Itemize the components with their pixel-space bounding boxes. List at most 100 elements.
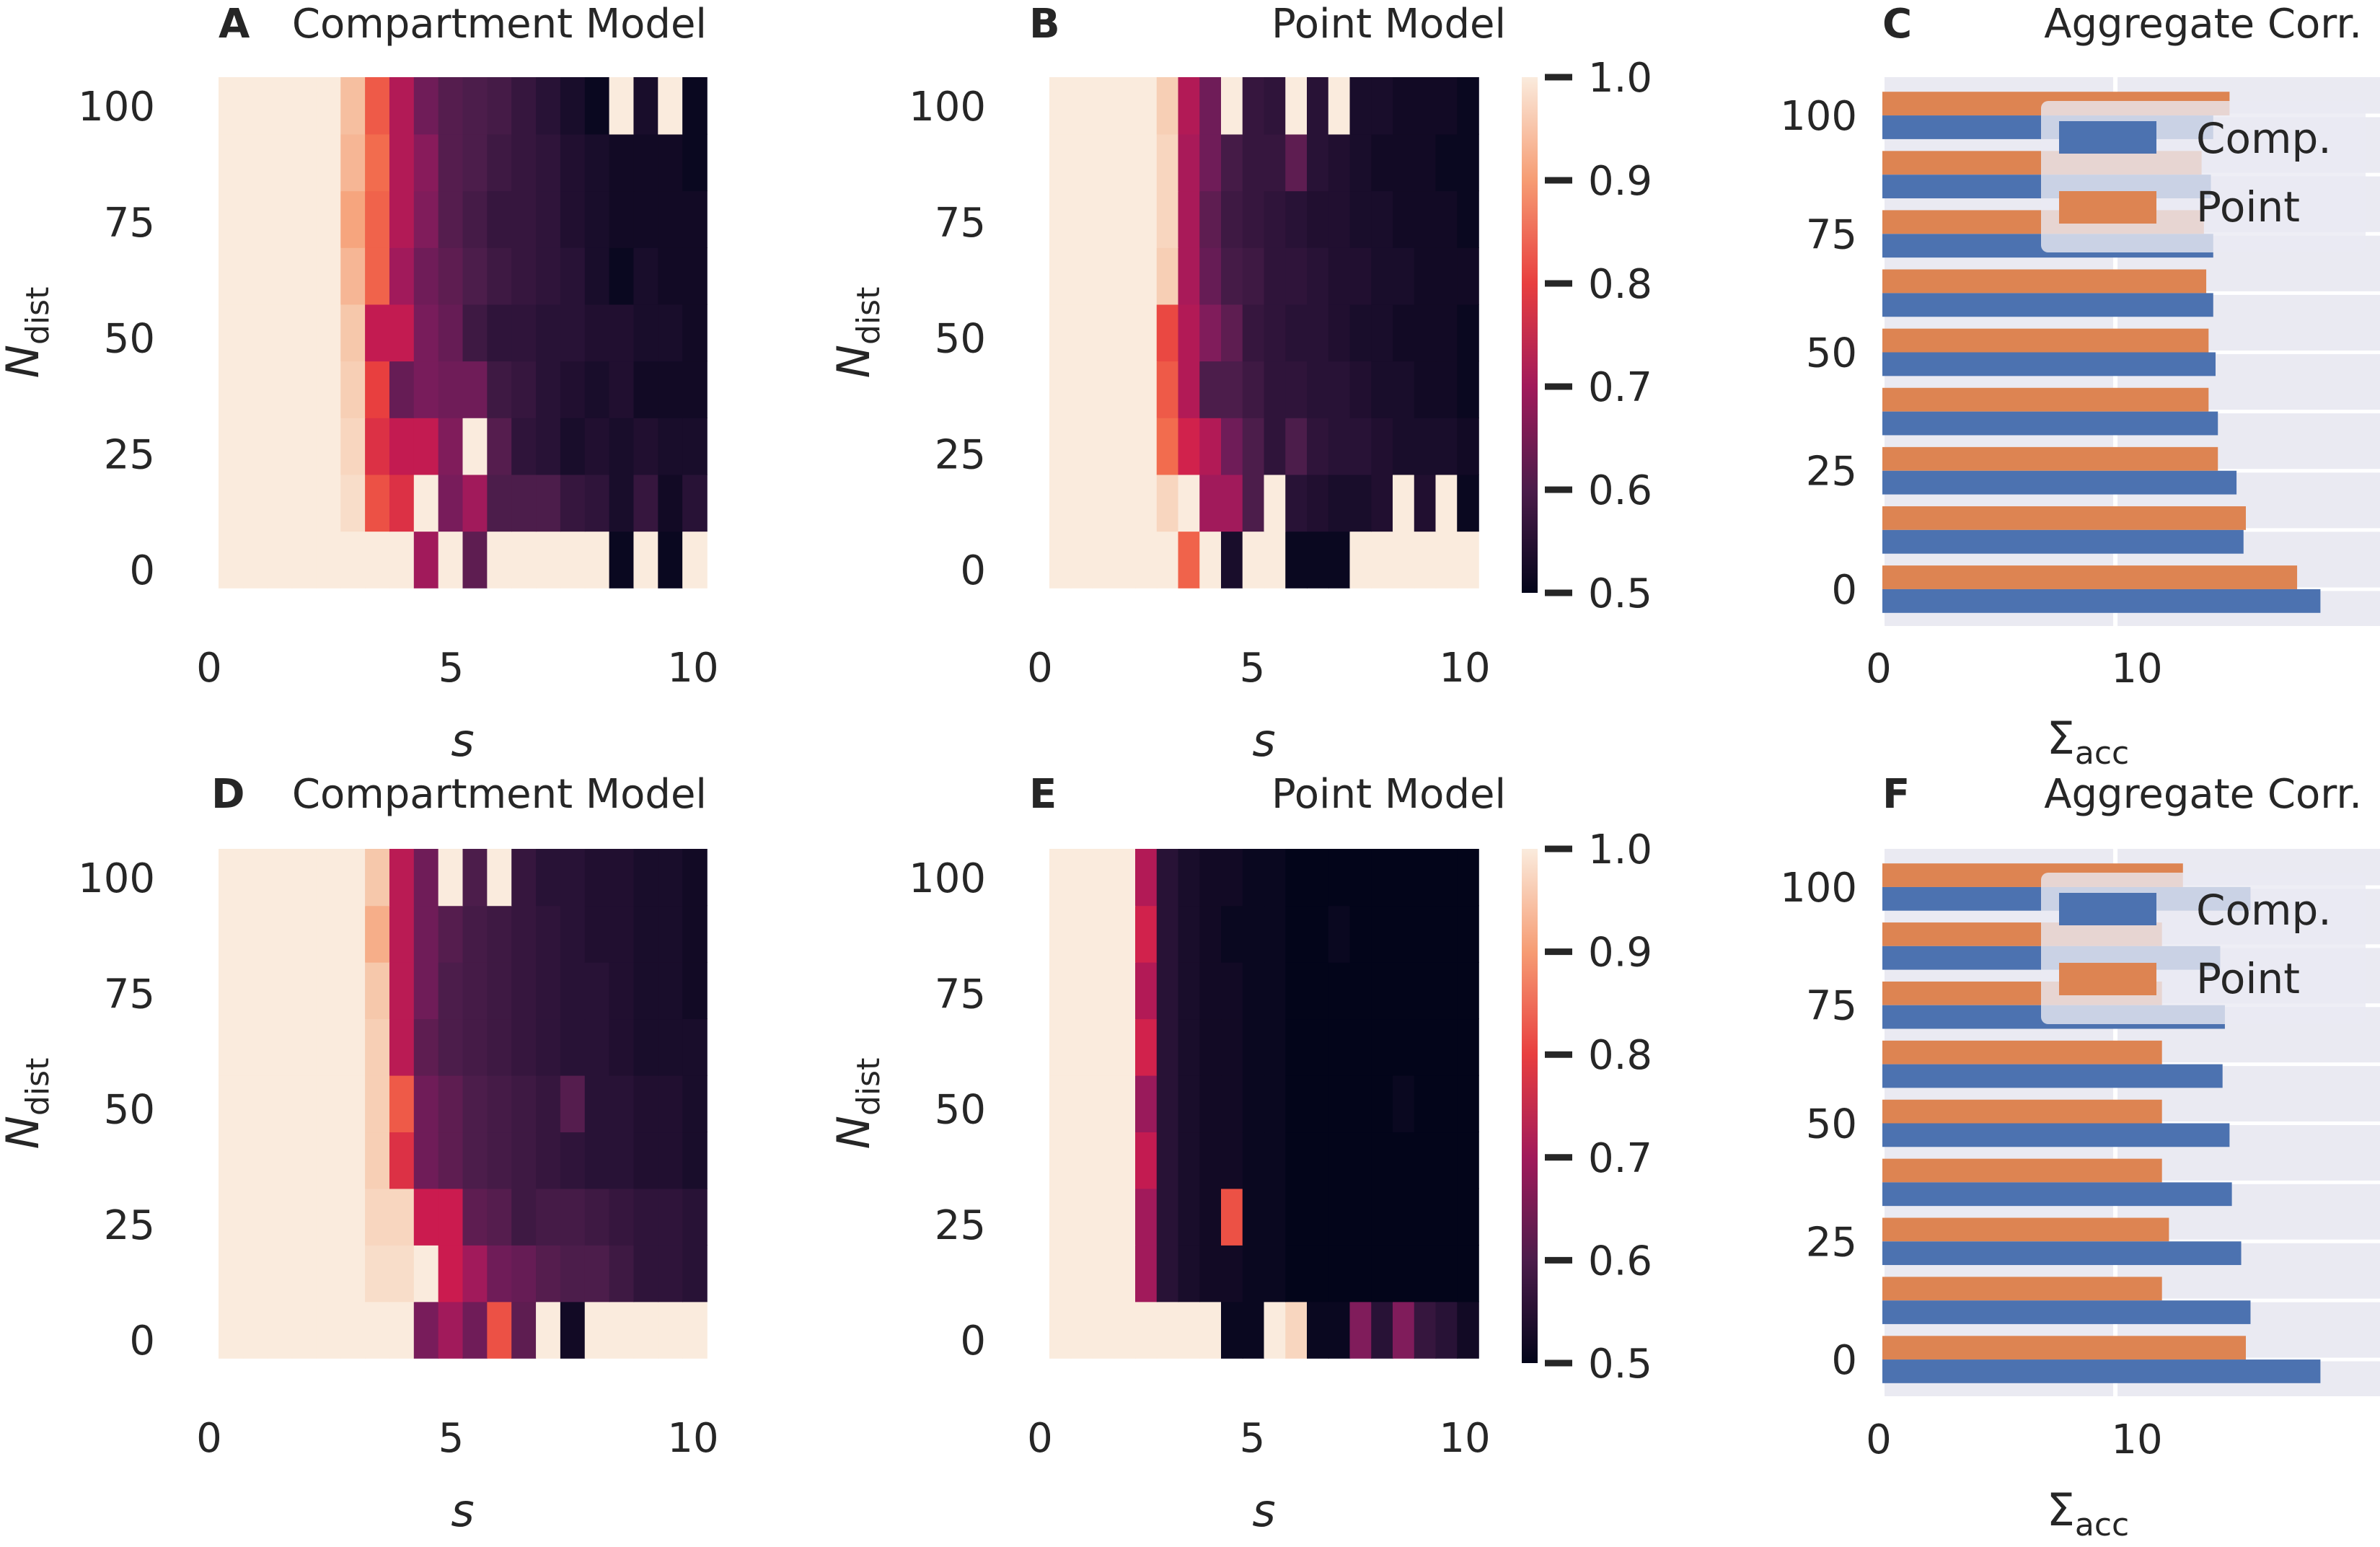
heat-cell xyxy=(413,531,439,589)
heat-cell xyxy=(267,77,293,135)
heat-cell xyxy=(1114,1132,1136,1189)
y-tick-label: 0 xyxy=(1831,567,1857,614)
heat-cell xyxy=(1285,361,1308,418)
heat-cell xyxy=(462,1018,488,1076)
heat-cell xyxy=(1114,1075,1136,1133)
heat-cell xyxy=(1070,1132,1093,1189)
heat-cell xyxy=(1435,247,1458,305)
heat-cell xyxy=(560,849,586,907)
bar-point xyxy=(1882,1217,2169,1242)
heat-cell xyxy=(1264,1075,1287,1133)
heat-cell xyxy=(1156,849,1179,907)
heat-cell xyxy=(1242,961,1265,1020)
heat-cell xyxy=(584,190,610,248)
heat-cell xyxy=(1457,304,1479,362)
heat-cell xyxy=(1178,474,1201,532)
heat-cell xyxy=(1221,77,1243,135)
y-tick-label: 0 xyxy=(960,1318,986,1365)
heat-cell xyxy=(316,1245,342,1303)
heat-cell xyxy=(682,190,708,248)
heat-cell xyxy=(560,133,586,192)
heat-cell xyxy=(365,1132,390,1189)
heat-cell xyxy=(389,190,415,248)
heat-cell xyxy=(633,1301,659,1359)
heat-cell xyxy=(1414,961,1437,1020)
colorbar-tick-label: 0.6 xyxy=(1588,467,1652,514)
heat-cell xyxy=(389,531,415,589)
heat-cell xyxy=(609,247,635,305)
heat-cell xyxy=(682,849,708,907)
heat-cell xyxy=(1092,1301,1115,1359)
panel-title: Point Model xyxy=(1271,771,1506,818)
heat-cell xyxy=(1307,133,1329,192)
heat-cell xyxy=(1070,1188,1093,1246)
heat-cell xyxy=(682,77,708,135)
heat-cell xyxy=(584,531,610,589)
heat-cell xyxy=(1070,1018,1093,1076)
x-tick-label: 10 xyxy=(2111,645,2162,692)
heat-cell xyxy=(633,531,659,589)
heat-cell xyxy=(340,849,366,907)
heat-cell xyxy=(1349,304,1372,362)
heat-cell xyxy=(413,474,439,532)
heat-cell xyxy=(682,418,708,475)
heat-cell xyxy=(1435,190,1458,248)
heat-cell xyxy=(1199,849,1222,907)
bar-comp xyxy=(1882,1359,2321,1383)
heat-cell xyxy=(413,304,439,362)
heat-cell xyxy=(487,531,512,589)
heat-cell xyxy=(267,474,293,532)
heat-cell xyxy=(1264,361,1287,418)
y-tick-label: 25 xyxy=(104,1202,155,1249)
heat-cell xyxy=(1285,190,1308,248)
heat-cell xyxy=(1049,247,1072,305)
heat-cell xyxy=(365,247,390,305)
heat-cell xyxy=(633,304,659,362)
heat-cell xyxy=(511,1301,537,1359)
heat-cell xyxy=(511,133,537,192)
heat-cell xyxy=(291,474,317,532)
heat-cell xyxy=(584,133,610,192)
heat-cell xyxy=(633,1132,659,1189)
heat-cell xyxy=(1156,77,1179,135)
heat-cell xyxy=(1328,474,1351,532)
heat-cell xyxy=(1114,849,1136,907)
heat-cell xyxy=(1371,1301,1393,1359)
heat-cell xyxy=(1221,849,1243,907)
heat-cell xyxy=(1264,77,1287,135)
heat-cell xyxy=(1199,905,1222,963)
heat-cell xyxy=(438,304,464,362)
heat-cell xyxy=(1307,849,1329,907)
heat-cell xyxy=(1070,531,1093,589)
colorbar-tick-label: 0.8 xyxy=(1588,1032,1652,1079)
heat-cell xyxy=(365,905,390,963)
heat-cell xyxy=(560,1188,586,1246)
heat-cell xyxy=(438,1018,464,1076)
heat-cell xyxy=(462,1188,488,1246)
heat-cell xyxy=(267,190,293,248)
heat-cell xyxy=(1285,961,1308,1020)
heat-cell xyxy=(316,474,342,532)
heat-cell xyxy=(291,133,317,192)
heat-cell xyxy=(1414,905,1437,963)
y-tick-label: 25 xyxy=(935,1202,986,1249)
heat-cell xyxy=(1349,133,1372,192)
y-axis-label-sub: dist xyxy=(850,287,887,345)
heat-cell xyxy=(536,304,561,362)
heat-cell xyxy=(219,1301,244,1359)
heat-cell xyxy=(1049,361,1072,418)
y-axis-label-text: Ndist xyxy=(0,1058,56,1150)
heat-cell xyxy=(584,418,610,475)
y-tick-label: 25 xyxy=(104,431,155,478)
colorbar-tick-label: 0.9 xyxy=(1588,930,1652,977)
heat-cell xyxy=(1242,1301,1265,1359)
heat-cell xyxy=(462,905,488,963)
heat-cell xyxy=(682,1132,708,1189)
y-axis-label-main: N xyxy=(0,345,49,378)
heat-cell xyxy=(1092,190,1115,248)
heat-cell xyxy=(536,474,561,532)
heat-cell xyxy=(1264,1301,1287,1359)
heat-cell xyxy=(316,418,342,475)
heat-cell xyxy=(511,304,537,362)
heat-cell xyxy=(1135,905,1158,963)
